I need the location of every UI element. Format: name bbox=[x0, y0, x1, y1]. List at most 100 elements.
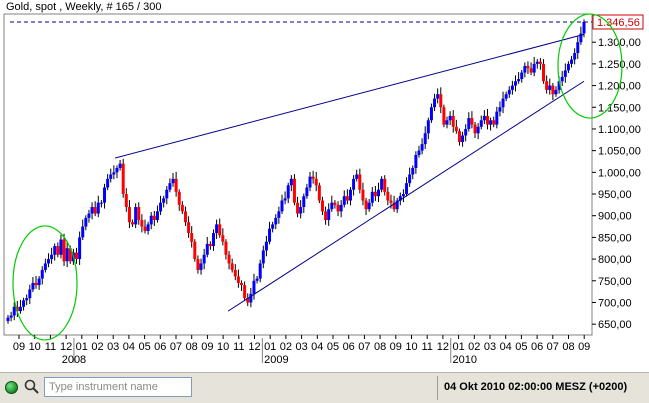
x-tick-label: 02 bbox=[280, 341, 292, 353]
candle-body bbox=[56, 246, 60, 255]
candle-body bbox=[155, 211, 159, 221]
candle-body bbox=[308, 176, 312, 188]
x-tick-label: 05 bbox=[515, 341, 527, 353]
candle-body bbox=[401, 194, 405, 197]
status-divider bbox=[437, 376, 438, 400]
connection-status-icon[interactable] bbox=[5, 381, 18, 394]
candle-body bbox=[183, 211, 187, 223]
candle-body bbox=[93, 207, 97, 214]
x-tick-label: 05 bbox=[138, 341, 150, 353]
candle-body bbox=[383, 178, 387, 192]
x-tick-label: 11 bbox=[421, 341, 432, 353]
candle-body bbox=[289, 178, 293, 186]
candle-body bbox=[464, 128, 468, 136]
candle-body bbox=[274, 217, 278, 225]
candle-body bbox=[526, 66, 530, 69]
x-tick-label: 04 bbox=[123, 341, 135, 353]
plot-frame bbox=[3, 13, 593, 336]
candle-body bbox=[535, 61, 539, 64]
x-tick-label: 08 bbox=[374, 341, 386, 353]
candle-body bbox=[445, 120, 449, 125]
candle-body bbox=[199, 263, 203, 270]
candle-body bbox=[305, 187, 309, 197]
x-tick-label: 07 bbox=[358, 341, 370, 353]
x-tick-label: 01 bbox=[264, 341, 276, 353]
candle-body bbox=[517, 79, 521, 82]
x-tick-label: 09 bbox=[201, 341, 213, 353]
candle-body bbox=[355, 174, 359, 179]
candle-body bbox=[420, 144, 424, 151]
x-tick-label: 07 bbox=[547, 341, 559, 353]
candle-body bbox=[218, 224, 222, 236]
y-tick-label: 850,00 bbox=[598, 232, 632, 244]
candle-body bbox=[149, 215, 153, 225]
candle-body bbox=[560, 76, 564, 82]
candle-body bbox=[557, 81, 561, 90]
candle-body bbox=[65, 248, 69, 262]
candle-body bbox=[489, 120, 493, 125]
x-tick-label: 06 bbox=[343, 341, 355, 353]
candle-body bbox=[495, 111, 499, 125]
candle-body bbox=[22, 300, 26, 307]
candle-body bbox=[127, 207, 131, 223]
x-tick-label: 05 bbox=[327, 341, 339, 353]
y-tick-label: 700,00 bbox=[598, 297, 632, 309]
candle-body bbox=[317, 185, 321, 201]
y-tick-label: 1.050,00 bbox=[598, 146, 641, 158]
candle-body bbox=[333, 202, 337, 205]
candle-body bbox=[454, 126, 458, 132]
candle-body bbox=[196, 259, 200, 270]
candle-body bbox=[498, 107, 502, 112]
candle-body bbox=[510, 85, 514, 90]
candle-body bbox=[246, 298, 250, 303]
candle-body bbox=[187, 222, 191, 234]
candle-body bbox=[109, 174, 113, 179]
search-icon[interactable] bbox=[23, 378, 41, 396]
candle-body bbox=[538, 61, 542, 64]
candle-body bbox=[457, 131, 461, 142]
candle-body bbox=[411, 167, 415, 175]
y-tick-label: 1.100,00 bbox=[598, 124, 641, 136]
year-label: 2008 bbox=[62, 354, 86, 366]
instrument-search-input[interactable] bbox=[44, 377, 192, 397]
candle-body bbox=[302, 196, 306, 208]
chart-svg[interactable]: 650,00 700,00 750,00 800,00 850,00 900,00 950,… bbox=[0, 0, 649, 372]
candle-body bbox=[548, 85, 552, 90]
candle-body bbox=[364, 200, 368, 210]
candle-body bbox=[520, 72, 524, 80]
status-datetime: 04 Okt 2010 02:00:00 MESZ (+0200) bbox=[444, 381, 628, 393]
candle-body bbox=[159, 202, 163, 212]
candle-body bbox=[236, 276, 240, 283]
x-tick-label: 09 bbox=[13, 341, 25, 353]
candle-body bbox=[389, 200, 393, 203]
candle-body bbox=[283, 198, 287, 201]
candle-body bbox=[345, 196, 349, 201]
candle-body bbox=[106, 178, 110, 188]
candle-body bbox=[277, 211, 281, 218]
y-tick-label: 1.150,00 bbox=[598, 102, 641, 114]
candle-body bbox=[121, 163, 125, 195]
candle-body bbox=[78, 237, 82, 260]
candle-body bbox=[392, 202, 396, 210]
candle-body bbox=[240, 282, 244, 286]
candle-body bbox=[190, 233, 194, 242]
candle-body bbox=[152, 215, 156, 221]
candle-body bbox=[28, 289, 32, 299]
candle-body bbox=[439, 94, 443, 108]
candle-body bbox=[25, 298, 29, 301]
candle-body bbox=[208, 243, 212, 247]
candle-body bbox=[168, 183, 172, 190]
x-tick-label: 01 bbox=[76, 341, 88, 353]
candle-body bbox=[408, 174, 412, 184]
candle-body bbox=[81, 226, 85, 238]
candle-body bbox=[529, 68, 533, 73]
candle-body bbox=[233, 269, 237, 277]
candle-body bbox=[165, 189, 169, 199]
x-tick-label: 04 bbox=[500, 341, 512, 353]
candle-body bbox=[292, 178, 296, 203]
candle-body bbox=[137, 207, 141, 221]
candle-body bbox=[414, 154, 418, 168]
candle-body bbox=[330, 202, 334, 210]
candle-body bbox=[579, 33, 583, 43]
candle-body bbox=[146, 224, 150, 231]
